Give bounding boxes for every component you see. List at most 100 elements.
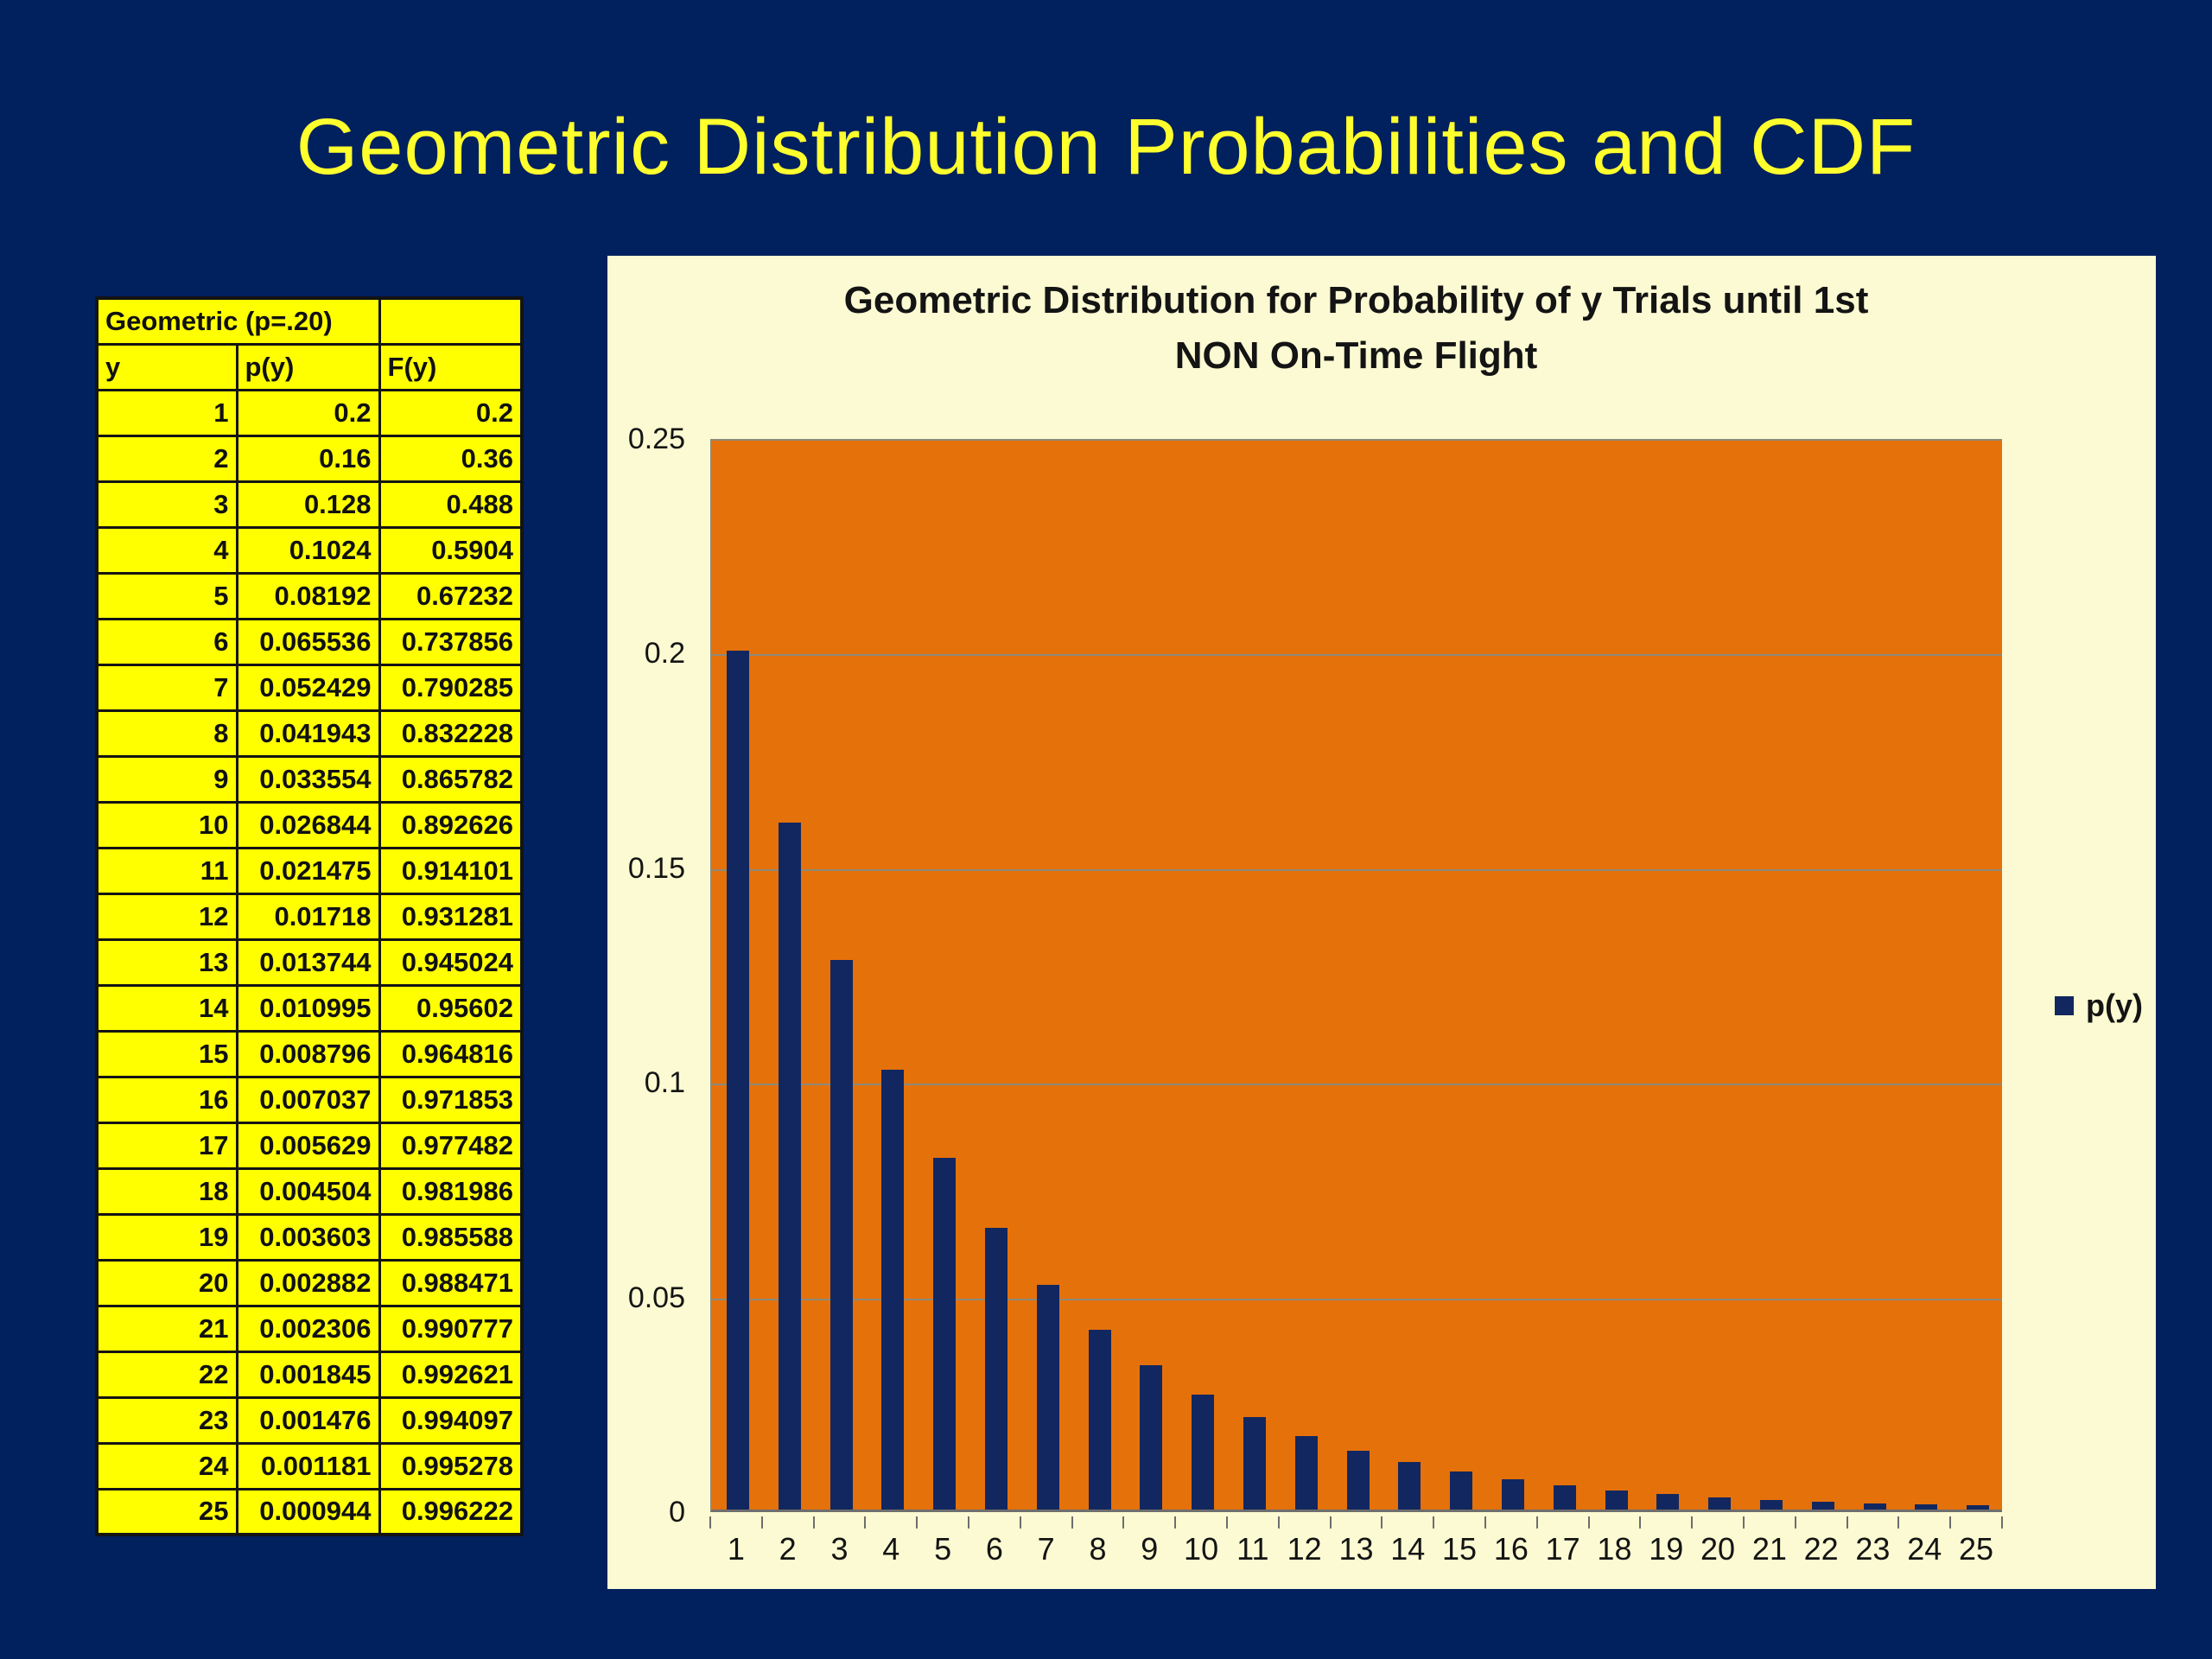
- y-tick-label: 0.15: [627, 851, 685, 885]
- table-row: 7 0.052429 0.790285: [95, 663, 524, 712]
- bar-y15: [1450, 1471, 1473, 1510]
- table-title-spacer: [378, 296, 524, 346]
- y-tick-label: 0.25: [627, 423, 685, 455]
- bar-y21: [1759, 1499, 1783, 1510]
- x-tick-label: 18: [1597, 1531, 1632, 1567]
- table-cell-py: 0.041943: [235, 709, 381, 758]
- x-tick: [1226, 1516, 1228, 1529]
- table-cell-y: 20: [95, 1258, 238, 1307]
- table-cell-y: 10: [95, 800, 238, 849]
- probability-table: Geometric (p=.20) y p(y) F(y) 1 0.2 0.2 2 0.…: [95, 296, 524, 1536]
- table-row: 16 0.007037 0.971853: [95, 1075, 524, 1124]
- table-cell-fy: 0.914101: [378, 846, 524, 895]
- table-cell-py: 0.003603: [235, 1212, 381, 1262]
- chart-legend: p(y): [2055, 988, 2143, 1024]
- table-cell-py: 0.128: [235, 480, 381, 529]
- table-row: 25 0.000944 0.996222: [95, 1487, 524, 1536]
- bar-y13: [1346, 1450, 1370, 1510]
- x-tick-label: 25: [1959, 1531, 1994, 1567]
- bar-y17: [1553, 1485, 1576, 1510]
- table-row: 11 0.021475 0.914101: [95, 846, 524, 895]
- table-row: 21 0.002306 0.990777: [95, 1304, 524, 1353]
- y-axis-labels: 0 0.05 0.1 0.15 0.2 0.25: [607, 423, 694, 1529]
- table-cell-fy: 0.994097: [378, 1395, 524, 1445]
- table-cell-fy: 0.995278: [378, 1441, 524, 1491]
- x-tick: [1174, 1516, 1177, 1529]
- table-cell-fy: 0.981986: [378, 1166, 524, 1216]
- x-tick-label: 13: [1338, 1531, 1374, 1567]
- x-tick: [1535, 1516, 1538, 1529]
- table-row: 12 0.01718 0.931281: [95, 892, 524, 941]
- x-tick-label: 24: [1907, 1531, 1942, 1567]
- x-tick-label: 12: [1287, 1531, 1322, 1567]
- table-cell-py: 0.08192: [235, 571, 381, 620]
- bar-y6: [984, 1228, 1007, 1510]
- table-cell-py: 0.2: [235, 388, 381, 437]
- table-cell-fy: 0.992621: [378, 1350, 524, 1399]
- table-cell-y: 14: [95, 983, 238, 1033]
- x-tick-label: 17: [1545, 1531, 1580, 1567]
- x-tick: [1433, 1516, 1435, 1529]
- table-cell-fy: 0.892626: [378, 800, 524, 849]
- x-tick-label: 4: [882, 1531, 900, 1567]
- table-cell-fy: 0.971853: [378, 1075, 524, 1124]
- table-cell-py: 0.033554: [235, 754, 381, 804]
- x-tick-label: 19: [1649, 1531, 1684, 1567]
- table-row: 17 0.005629 0.977482: [95, 1121, 524, 1170]
- table-cell-fy: 0.988471: [378, 1258, 524, 1307]
- chart-title: Geometric Distribution for Probability o…: [710, 273, 2002, 384]
- table-cell-y: 6: [95, 617, 238, 666]
- table-cell-y: 21: [95, 1304, 238, 1353]
- chart-title-line2: NON On-Time Flight: [1174, 334, 1538, 377]
- x-tick: [2001, 1516, 2003, 1529]
- table-row: 5 0.08192 0.67232: [95, 571, 524, 620]
- x-tick: [1019, 1516, 1021, 1529]
- table-cell-y: 7: [95, 663, 238, 712]
- bar-y18: [1605, 1490, 1628, 1510]
- table-cell-py: 0.007037: [235, 1075, 381, 1124]
- table-cell-py: 0.005629: [235, 1121, 381, 1170]
- table-row: 8 0.041943 0.832228: [95, 709, 524, 758]
- bar-y19: [1656, 1494, 1680, 1510]
- table-cell-py: 0.01718: [235, 892, 381, 941]
- x-tick: [1897, 1516, 1900, 1529]
- table-cell-py: 0.026844: [235, 800, 381, 849]
- table-row: 22 0.001845 0.992621: [95, 1350, 524, 1399]
- table-header-row: y p(y) F(y): [95, 342, 524, 391]
- slide-title: Geometric Distribution Probabilities and…: [296, 103, 1916, 191]
- table-cell-y: 15: [95, 1029, 238, 1078]
- x-tick-label: 10: [1184, 1531, 1219, 1567]
- bar-y23: [1863, 1503, 1886, 1510]
- x-tick: [1691, 1516, 1694, 1529]
- bar-y25: [1967, 1505, 1990, 1510]
- table-cell-fy: 0.488: [378, 480, 524, 529]
- x-tick-label: 14: [1390, 1531, 1426, 1567]
- table-row: 19 0.003603 0.985588: [95, 1212, 524, 1262]
- x-tick-label: 16: [1493, 1531, 1529, 1567]
- bar-y3: [830, 960, 853, 1510]
- table-cell-y: 1: [95, 388, 238, 437]
- bar-y11: [1243, 1417, 1266, 1510]
- table-cell-y: 25: [95, 1487, 238, 1536]
- bar-y22: [1811, 1501, 1834, 1510]
- table-cell-py: 0.052429: [235, 663, 381, 712]
- gridline: [712, 1084, 2002, 1086]
- table-cell-fy: 0.945024: [378, 938, 524, 987]
- table-cell-py: 0.001845: [235, 1350, 381, 1399]
- table-row: 13 0.013744 0.945024: [95, 938, 524, 987]
- table-cell-py: 0.001181: [235, 1441, 381, 1491]
- table-cell-y: 17: [95, 1121, 238, 1170]
- x-tick: [1794, 1516, 1796, 1529]
- table-cell-py: 0.001476: [235, 1395, 381, 1445]
- x-tick: [1846, 1516, 1848, 1529]
- table-cell-y: 16: [95, 1075, 238, 1124]
- table-row: 2 0.16 0.36: [95, 434, 524, 483]
- table-cell-py: 0.000944: [235, 1487, 381, 1536]
- legend-label: p(y): [2086, 988, 2143, 1023]
- table-cell-py: 0.065536: [235, 617, 381, 666]
- chart-panel: Geometric Distribution for Probability o…: [607, 256, 2156, 1589]
- x-tick: [864, 1516, 867, 1529]
- table-cell-fy: 0.2: [378, 388, 524, 437]
- x-tick: [709, 1516, 711, 1529]
- table-cell-fy: 0.990777: [378, 1304, 524, 1353]
